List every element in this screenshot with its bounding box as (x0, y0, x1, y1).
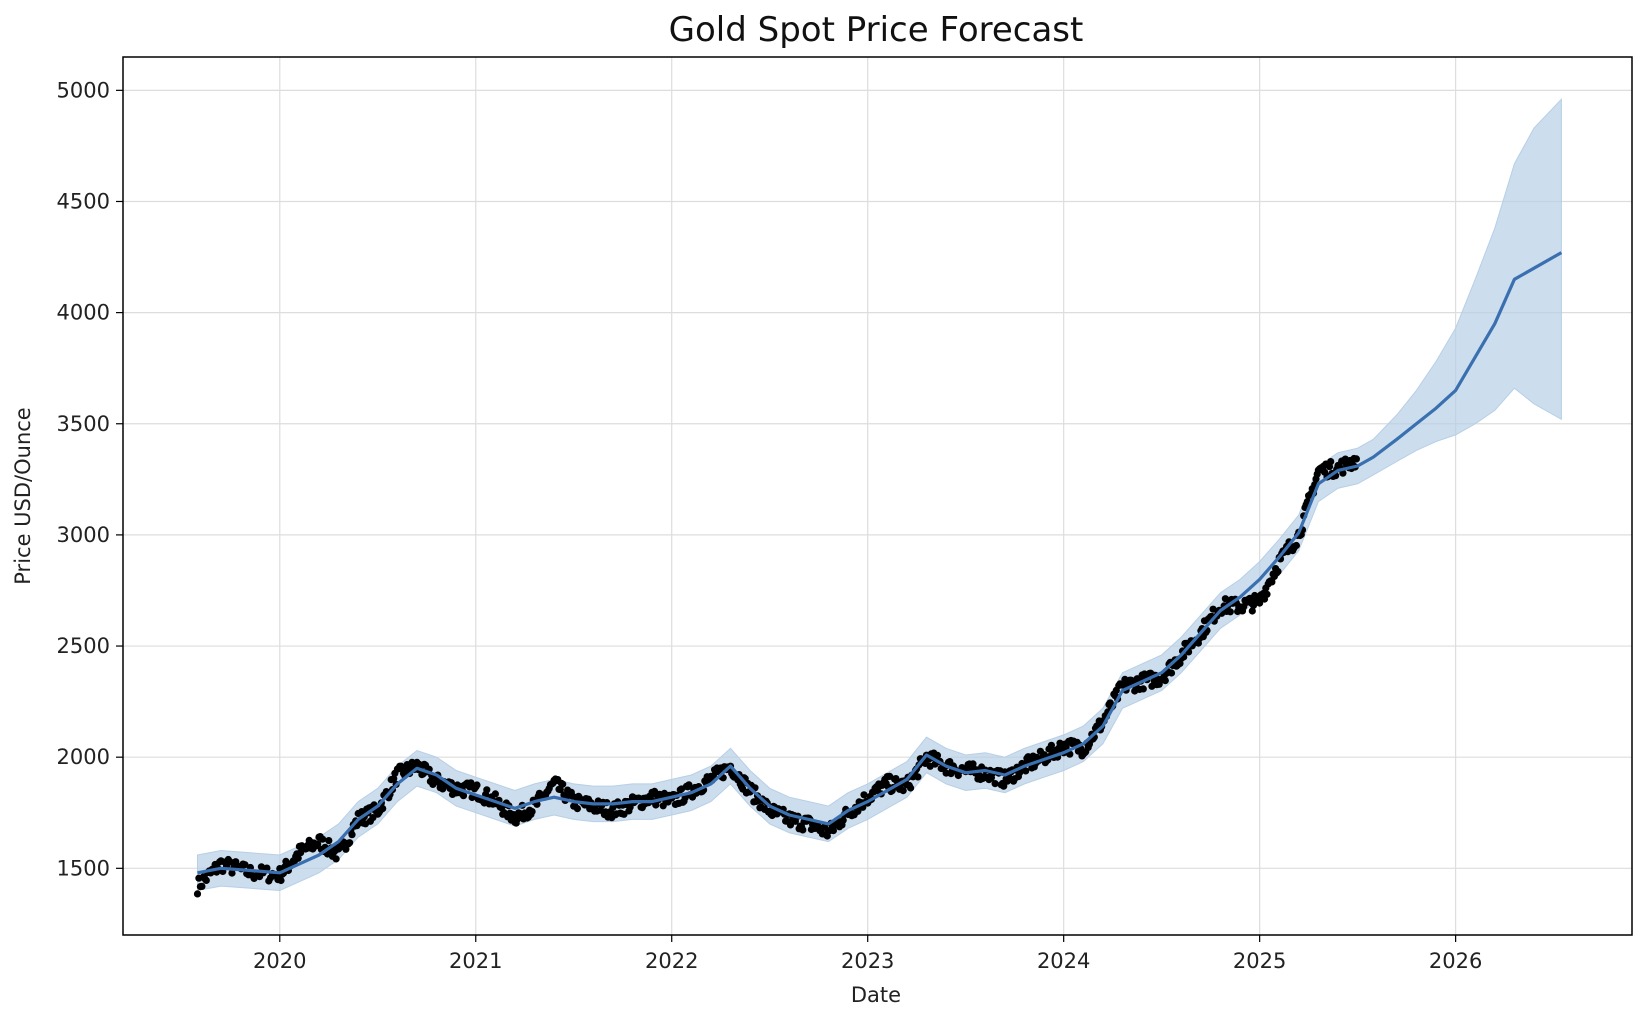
grid-lines (123, 57, 1632, 935)
y-axis-label: Price USD/Ounce (11, 407, 35, 584)
y-tick-label: 2000 (57, 745, 110, 769)
observed-point (907, 784, 915, 792)
observed-point (1000, 782, 1008, 790)
observed-point (1268, 578, 1276, 586)
observed-point (860, 791, 868, 799)
observed-point (659, 802, 667, 810)
y-tick-label: 5000 (57, 78, 110, 102)
observed-point (1040, 751, 1048, 759)
observed-point (1226, 608, 1234, 616)
observed-point (839, 816, 847, 824)
observed-point (277, 876, 285, 885)
observed-point (1274, 567, 1282, 576)
observed-point (263, 864, 271, 872)
observed-point (319, 835, 327, 843)
observed-point (1339, 469, 1347, 477)
observed-point (202, 876, 210, 885)
observed-point (348, 831, 356, 839)
forecast-line (197, 251, 1563, 875)
observed-point (685, 781, 693, 789)
uncertainty-band-layer (197, 97, 1562, 892)
x-tick-label: 2022 (645, 949, 698, 973)
observed-point (483, 786, 491, 794)
observed-point (1022, 767, 1030, 775)
observed-point (491, 790, 499, 798)
observed-point (1327, 458, 1335, 466)
observed-point (228, 869, 236, 877)
y-tick-label: 4500 (57, 189, 110, 213)
observed-point (991, 780, 999, 788)
x-tick-label: 2025 (1233, 949, 1286, 973)
observed-point (325, 837, 333, 845)
x-axis-ticks: 2020 2021 2022 2023 2024 2025 2026 (253, 935, 1482, 973)
observed-point (1047, 741, 1055, 749)
observed-point (1352, 455, 1360, 463)
observed-point (559, 780, 567, 788)
observed-point (198, 882, 206, 891)
observed-point (294, 854, 302, 862)
x-tick-label: 2021 (449, 949, 502, 973)
y-tick-label: 1500 (57, 856, 110, 880)
observed-point (241, 861, 249, 869)
observed-point (573, 805, 582, 813)
observed-point (1248, 607, 1256, 615)
observed-point (1292, 541, 1300, 550)
observed-point (314, 840, 322, 848)
y-tick-label: 4000 (57, 301, 110, 325)
observed-point (829, 827, 838, 835)
x-tick-label: 2020 (253, 949, 306, 973)
observed-point (513, 815, 522, 823)
observed-point (342, 845, 350, 853)
observed-point (226, 858, 234, 866)
observed-point (854, 807, 862, 815)
forecast-line-layer (197, 251, 1563, 875)
y-tick-label: 3000 (57, 523, 110, 547)
observed-point (556, 786, 564, 794)
observed-point (459, 792, 468, 800)
observed-point (1167, 669, 1176, 677)
observed-point (914, 773, 922, 781)
observed-point (473, 781, 481, 789)
plot-frame (122, 56, 1633, 936)
observed-point (379, 805, 387, 813)
x-tick-label: 2026 (1429, 949, 1482, 973)
observed-point (528, 808, 536, 816)
observed-point (1221, 595, 1229, 603)
observed-point (390, 775, 398, 783)
y-tick-label: 2500 (57, 634, 110, 658)
x-tick-label: 2023 (841, 949, 894, 973)
observed-point (1139, 685, 1147, 693)
observed-point (332, 855, 340, 863)
observed-point (799, 826, 807, 834)
chart-title: Gold Spot Price Forecast (669, 10, 1084, 50)
observed-point (193, 890, 202, 898)
x-axis-label: Date (851, 983, 901, 1007)
uncertainty-band (197, 97, 1562, 892)
observed-point (1263, 590, 1271, 598)
observed-point (899, 787, 907, 795)
observed-point (1161, 677, 1169, 685)
observed-point (933, 751, 942, 760)
plot-area (122, 56, 1633, 936)
y-tick-label: 3500 (57, 412, 110, 436)
observed-point (1249, 601, 1258, 610)
observed-point (346, 839, 354, 847)
y-axis-ticks: 1500 2000 2500 3000 3500 4000 4500 5000 (57, 78, 123, 880)
x-tick-label: 2024 (1037, 949, 1090, 973)
